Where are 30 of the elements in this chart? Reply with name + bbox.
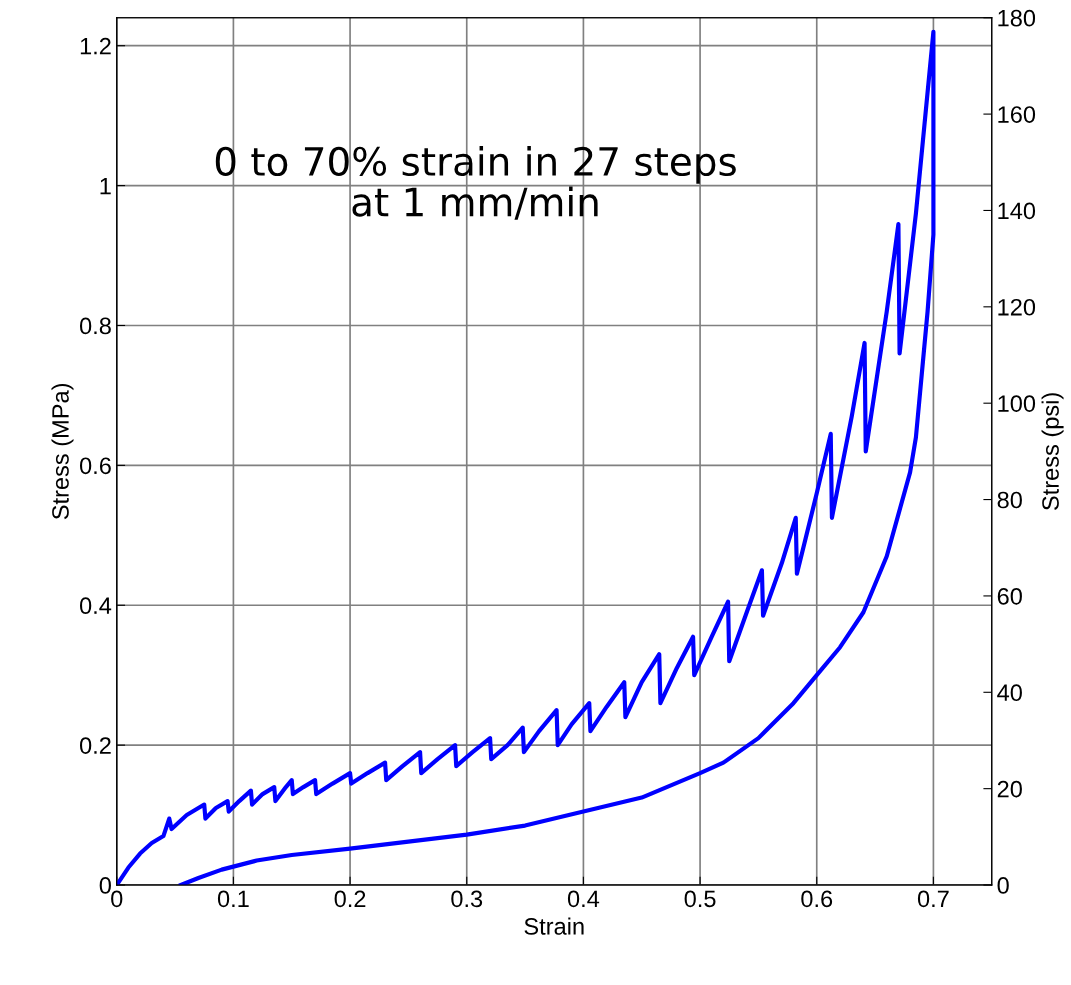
y-tick-label: 1	[100, 177, 111, 195]
y-tick-label: 0.2	[79, 737, 111, 754]
x-tick-label: 0.3	[451, 890, 483, 908]
y2-tick-label: 100	[998, 395, 1036, 412]
y2-axis-title: Stress (psi)	[1041, 393, 1064, 510]
y2-tick-label: 80	[997, 491, 1022, 509]
y2-tick-label: 180	[998, 9, 1036, 27]
x-tick-label: 0.2	[334, 890, 366, 908]
y2-tick-label: 120	[998, 298, 1036, 316]
y-tick-label: 0.6	[79, 457, 111, 475]
y2-tick-label: 160	[998, 106, 1036, 123]
annotation: 0 to 70% strain in 27 steps at 1 mm/min	[215, 146, 736, 220]
y2-tick-label: 0	[997, 877, 1009, 894]
x-axis-title: Strain	[524, 917, 584, 935]
y2-tick-label: 20	[997, 780, 1022, 798]
line-series	[116, 29, 936, 886]
y-axis-title: Stress (MPa)	[51, 383, 74, 520]
y2-tick-label: 40	[997, 684, 1022, 702]
x-tick-label: 0.5	[684, 890, 716, 908]
x-tick-label: 0.4	[567, 890, 600, 908]
y2-tick-label: 60	[997, 587, 1022, 605]
x-tick-label: 0.6	[801, 890, 833, 908]
y-tick-label: 0.8	[79, 317, 111, 335]
x-tick-label: 0.7	[917, 890, 949, 908]
y-tick-label: 0	[99, 877, 111, 894]
x-tick-label: 0	[111, 890, 123, 908]
y-tick-label: 0.4	[79, 597, 112, 615]
y2-tick-label: 140	[998, 202, 1036, 220]
x-tick-label: 0.1	[217, 890, 249, 908]
y-tick-label: 1.2	[80, 37, 111, 55]
